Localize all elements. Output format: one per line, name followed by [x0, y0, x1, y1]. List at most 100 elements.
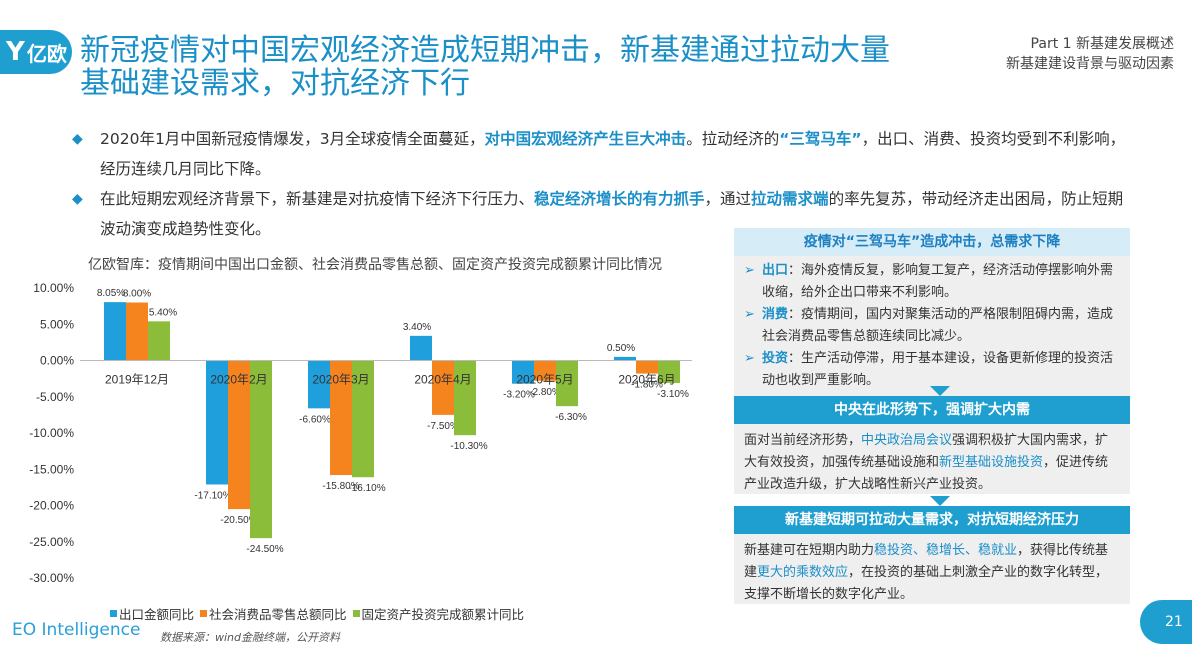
x-tick-label: 2020年3月 [312, 373, 369, 387]
bullet-text: 在此短期宏观经济背景下，新基建是对抗疫情下经济下行压力、稳定经济增长的有力抓手，… [100, 184, 1132, 244]
panel-title: 疫情对“三驾马车”造成冲击，总需求下降 [734, 228, 1130, 256]
panel-domestic-demand: 中央在此形势下，强调扩大内需 面对当前经济形势，中央政治局会议强调积极扩大国内需… [734, 396, 1130, 494]
panel-highlight: 更大的乘数效应 [757, 565, 849, 580]
bar [126, 302, 148, 361]
data-label: 8.00% [123, 289, 151, 300]
y-tick-label: -25.00% [29, 535, 74, 549]
down-arrow-icon [930, 386, 950, 396]
panel-item-text: ：生产活动停滞，用于基本建设，设备更新修理的投资活动也收到严重影响。 [762, 351, 1114, 388]
panel-item-text: ：疫情期间，国内对聚集活动的严格限制阻碍内需，造成社会消费品零售总额连续同比减少… [762, 307, 1114, 344]
y-tick-label: -10.00% [29, 426, 74, 440]
bar [250, 360, 272, 539]
bullet-highlight: “三驾马车” [779, 130, 862, 148]
data-label: -20.50% [220, 515, 257, 526]
bar [148, 321, 170, 361]
chart-subtitle: 亿欧智库：疫情期间中国出口金额、社会消费品零售总额、固定资产投资完成额累计同比情… [88, 257, 662, 273]
data-label: -3.10% [657, 389, 689, 400]
data-source: 数据来源：wind金融终端，公开资料 [160, 631, 341, 644]
panel-item: ➢ 消费：疫情期间，国内对聚集活动的严格限制阻碍内需，造成社会消费品零售总额连续同… [744, 304, 1118, 348]
bar [556, 360, 578, 407]
bar [308, 360, 330, 409]
panel-item: ➢ 投资：生产活动停滞，用于基本建设，设备更新修理的投资活动也收到严重影响。 [744, 348, 1118, 392]
bullet-text-part: 。拉动经济的 [686, 130, 780, 148]
bar-chart: 10.00% 5.00% 0.00% -5.00% -10.00% -15.00% -20.… [29, 281, 692, 585]
bar [636, 360, 658, 374]
legend-item: 出口金额同比 [110, 604, 194, 623]
bar [352, 360, 374, 478]
data-label: -2.80% [529, 387, 561, 398]
data-label: -15.80% [322, 481, 359, 492]
panel-highlight: 新型基础设施投资 [939, 455, 1044, 470]
panel-text: 强调积极扩大国内需求，扩大有效投资，加强传统基础设施和 [744, 433, 1109, 470]
diamond-icon: ◆ [72, 131, 83, 147]
data-label: -6.30% [555, 412, 587, 423]
logo: Y 亿欧 [0, 30, 72, 74]
legend-label: 固定资产投资完成额累计同比 [361, 607, 525, 622]
bullet-highlight: 拉动需求端 [751, 190, 829, 208]
data-label: -16.10% [348, 483, 385, 494]
down-arrow-icon [930, 496, 950, 506]
panel-text: 新基建可在短期内助力 [744, 543, 875, 558]
y-tick-label: 10.00% [33, 281, 74, 295]
bullet-item: ◆ 2020年1月中国新冠疫情爆发，3月全球疫情全面蔓延，对中国宏观经济产生巨大… [72, 124, 1132, 184]
panel-item-key: 消费 [762, 307, 789, 322]
section-header: Part 1 新基建发展概述 新基建建设背景与驱动因素 [1006, 34, 1174, 74]
y-tick-label: 5.00% [40, 317, 74, 331]
panel-new-infrastructure: 新基建短期可拉动大量需求，对抗短期经济压力 新基建可在短期内助力稳投资、稳增长、… [734, 506, 1130, 604]
arrow-icon: ➢ [744, 307, 755, 322]
panel-title: 中央在此形势下，强调扩大内需 [734, 396, 1130, 424]
data-label: 5.40% [149, 307, 177, 318]
bar [432, 360, 454, 415]
legend-label: 社会消费品零售总额同比 [209, 607, 347, 622]
bar [104, 302, 126, 361]
y-tick-label: -15.00% [29, 462, 74, 476]
data-label: -6.60% [299, 414, 331, 425]
x-tick-label: 2019年12月 [105, 373, 169, 387]
data-label: -10.30% [450, 441, 487, 452]
data-label: -7.50% [427, 421, 459, 432]
legend-item: 社会消费品零售总额同比 [200, 604, 347, 623]
x-tick-label: 2020年2月 [210, 373, 267, 387]
bullet-text: 2020年1月中国新冠疫情爆发，3月全球疫情全面蔓延，对中国宏观经济产生巨大冲击… [100, 124, 1132, 184]
data-label: -1.80% [631, 380, 663, 391]
panel-body: 面对当前经济形势，中央政治局会议强调积极扩大国内需求，扩大有效投资，加强传统基础… [734, 424, 1130, 494]
data-label: -3.20% [503, 390, 535, 401]
bullet-text-part: ，通过 [704, 190, 752, 208]
panel-highlight: 稳投资、稳增长、稳就业 [874, 543, 1018, 558]
legend-label: 出口金额同比 [119, 607, 195, 622]
legend-swatch [200, 610, 208, 617]
bullet-text-part: 2020年1月中国新冠疫情爆发，3月全球疫情全面蔓延， [100, 130, 485, 148]
legend-swatch [352, 610, 360, 617]
page-title: 新冠疫情对中国宏观经济造成短期冲击，新基建通过拉动大量基础建设需求，对抗经济下行 [80, 33, 890, 101]
page-number: 21 [1140, 600, 1192, 644]
panel-title: 新基建短期可拉动大量需求，对抗短期经济压力 [734, 506, 1130, 534]
panel-impact: 疫情对“三驾马车”造成冲击，总需求下降 ➢ 出口：海外疫情反复，影响复工复产，经济… [734, 228, 1130, 414]
bar [228, 360, 250, 510]
panel-text: 面对当前经济形势， [744, 433, 862, 448]
data-label: -17.10% [194, 490, 231, 501]
chart-legend: 出口金额同比 社会消费品零售总额同比 固定资产投资完成额累计同比 [110, 604, 526, 623]
data-label: 8.05% [97, 288, 125, 299]
bullet-list: ◆ 2020年1月中国新冠疫情爆发，3月全球疫情全面蔓延，对中国宏观经济产生巨大… [72, 124, 1132, 244]
panel-item-key: 出口 [762, 263, 789, 278]
panel-text: ，获得比传统基建 [744, 543, 1109, 580]
bar [512, 360, 534, 384]
logo-mark: Y [6, 37, 25, 67]
data-label: 0.50% [607, 343, 635, 354]
arrow-icon: ➢ [744, 263, 755, 278]
bullet-text-part: 的率先复苏，带动经济走出困局，防止短期波动演变成趋势性变化。 [100, 190, 1124, 238]
bar [410, 335, 432, 361]
bar [614, 356, 636, 361]
y-tick-label: -30.00% [29, 571, 74, 585]
bar [658, 360, 680, 383]
legend-swatch [110, 610, 117, 617]
panel-text: ，促进传统产业改造升级，扩大战略性新兴产业投资。 [744, 455, 1109, 492]
y-tick-label: 0.00% [40, 354, 74, 368]
legend-item: 固定资产投资完成额累计同比 [352, 604, 525, 623]
panel-highlight: 中央政治局会议 [861, 433, 953, 448]
panel-item: ➢ 出口：海外疫情反复，影响复工复产，经济活动停摆影响外需收缩，给外企出口带来不利… [744, 260, 1118, 304]
y-tick-label: -20.00% [29, 499, 74, 513]
panel-text: ，在投资的基础上刺激全产业的数字化转型，支撑不断增长的数字化产业。 [744, 565, 1109, 602]
logo-text: 亿欧 [26, 41, 67, 66]
y-tick-label: -5.00% [36, 390, 74, 404]
